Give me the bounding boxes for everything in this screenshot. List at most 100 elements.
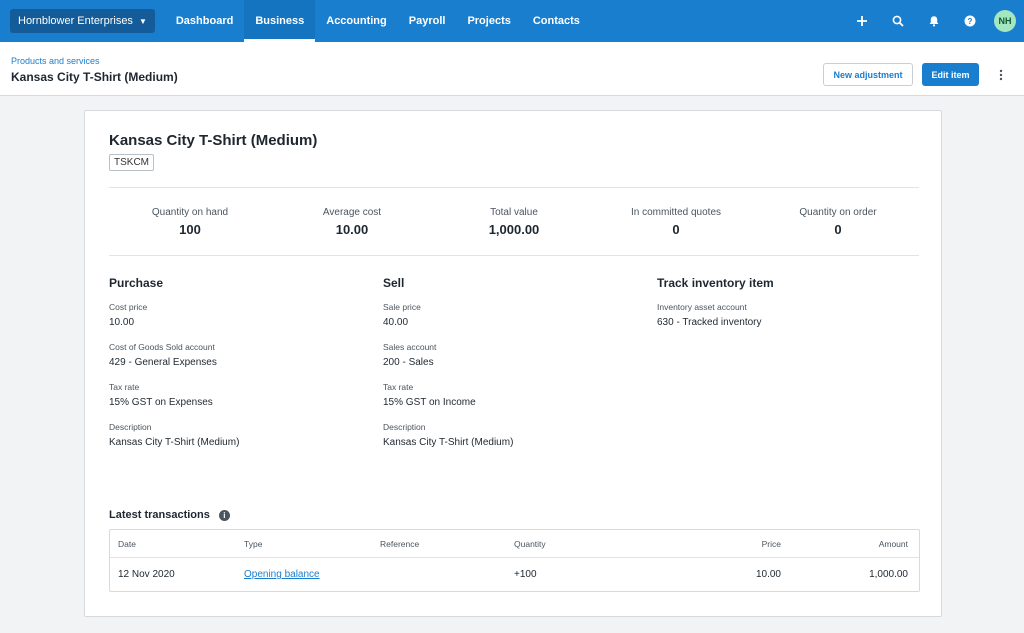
sell-section: Sell Sale price 40.00 Sales account 200 … [383,276,623,462]
edit-item-button[interactable]: Edit item [922,63,979,86]
info-icon[interactable]: i [218,509,230,521]
top-nav: Hornblower Enterprises ▼ Dashboard Busin… [0,0,1024,42]
cell-amount: 1,000.00 [869,569,908,580]
stat-value: 0 [672,222,680,237]
divider [109,255,919,256]
table-row: 12 Nov 2020 Opening balance +100 10.00 1… [110,558,919,591]
tab-label: Projects [467,15,511,27]
section-heading: Latest transactions [109,509,210,521]
opening-balance-link[interactable]: Opening balance [244,569,320,580]
field-value: Kansas City T-Shirt (Medium) [383,437,514,448]
divider [109,187,919,188]
stat-label: Quantity on hand [151,207,229,218]
section-heading: Sell [383,276,405,290]
field-sales-account: Sales account 200 - Sales [383,342,623,368]
nav-icons: ? NH [844,0,1016,42]
cell-date: 12 Nov 2020 [118,569,175,580]
field-value: Kansas City T-Shirt (Medium) [109,437,240,448]
transactions-table: Date Type Reference Quantity Price Amoun… [109,529,920,592]
stat-value: 1,000.00 [488,222,540,237]
bell-icon[interactable] [916,0,952,42]
field-value: 15% GST on Expenses [109,397,213,408]
tab-label: Payroll [408,15,446,27]
tab-dashboard[interactable]: Dashboard [165,0,244,42]
stat-value: 100 [179,222,201,237]
field-label: Description [109,422,152,432]
stat-label: Average cost [322,207,382,218]
tab-payroll[interactable]: Payroll [398,0,457,42]
field-label: Sale price [383,302,421,312]
field-value: 40.00 [383,317,409,328]
column-header-amount: Amount [878,538,908,549]
field-inventory-asset-account: Inventory asset account 630 - Tracked in… [657,302,897,328]
page-header: Products and services Kansas City T-Shir… [0,42,1024,96]
kebab-menu-icon[interactable] [992,64,1010,86]
field-label: Inventory asset account [657,302,747,312]
stat-committed-quotes: In committed quotes 0 [595,207,757,237]
breadcrumb[interactable]: Products and services [11,56,100,66]
stat-quantity-on-hand: Quantity on hand 100 [109,207,271,237]
field-value: 15% GST on Income [383,397,476,408]
field-value: 429 - General Expenses [109,357,217,368]
cell-type: Opening balance [244,569,380,580]
tab-contacts[interactable]: Contacts [522,0,591,42]
cell-price: 10.00 [755,569,781,580]
page-title: Kansas City T-Shirt (Medium) [11,70,178,84]
field-label: Tax rate [109,382,140,392]
field-sale-price: Sale price 40.00 [383,302,623,328]
org-switcher-button[interactable]: Hornblower Enterprises ▼ [10,9,155,33]
tab-label: Business [255,15,305,27]
org-name: Hornblower Enterprises [18,15,133,27]
field-value: 10.00 [109,317,135,328]
stat-value: 0 [834,222,842,237]
stat-quantity-on-order: Quantity on order 0 [757,207,919,237]
item-name: Kansas City T-Shirt (Medium) [109,132,318,149]
cell-quantity: +100 [514,569,537,580]
item-code-badge: TSKCM [109,154,154,171]
stats-row: Quantity on hand 100 Average cost 10.00 … [109,207,919,237]
field-purchase-tax-rate: Tax rate 15% GST on Expenses [109,382,349,408]
section-heading: Track inventory item [657,276,774,290]
field-label: Tax rate [383,382,414,392]
search-icon[interactable] [880,0,916,42]
column-header-quantity: Quantity [514,538,546,549]
field-label: Cost of Goods Sold account [109,342,215,352]
svg-text:?: ? [968,17,973,26]
purchase-section: Purchase Cost price 10.00 Cost of Goods … [109,276,349,462]
stat-label: In committed quotes [630,207,722,218]
tab-label: Accounting [326,15,387,27]
field-value: 200 - Sales [383,357,434,368]
field-purchase-description: Description Kansas City T-Shirt (Medium) [109,422,349,448]
column-header-reference: Reference [380,538,420,549]
stat-label: Total value [490,207,538,218]
nav-tabs: Dashboard Business Accounting Payroll Pr… [165,0,591,42]
tab-business[interactable]: Business [244,0,316,42]
latest-transactions-heading: Latest transactions i [109,509,230,521]
avatar-initials: NH [998,16,1012,26]
field-label: Cost price [109,302,148,312]
table-header-row: Date Type Reference Quantity Price Amoun… [110,530,919,558]
field-label: Sales account [383,342,437,352]
field-sell-tax-rate: Tax rate 15% GST on Income [383,382,623,408]
field-label: Description [383,422,426,432]
field-cogs-account: Cost of Goods Sold account 429 - General… [109,342,349,368]
field-sell-description: Description Kansas City T-Shirt (Medium) [383,422,623,448]
new-adjustment-button[interactable]: New adjustment [823,63,913,86]
help-icon[interactable]: ? [952,0,988,42]
item-detail-card: Kansas City T-Shirt (Medium) TSKCM Quant… [84,110,942,617]
track-inventory-section: Track inventory item Inventory asset acc… [657,276,897,342]
column-header-type: Type [244,538,263,549]
section-heading: Purchase [109,276,164,290]
stat-value: 10.00 [335,222,369,237]
tab-label: Dashboard [175,15,234,27]
plus-icon[interactable] [844,0,880,42]
stat-label: Quantity on order [799,207,877,218]
avatar[interactable]: NH [994,10,1016,32]
field-value: 630 - Tracked inventory [657,317,762,328]
field-cost-price: Cost price 10.00 [109,302,349,328]
column-header-date: Date [118,538,136,549]
tab-projects[interactable]: Projects [456,0,521,42]
tab-accounting[interactable]: Accounting [315,0,398,42]
stat-total-value: Total value 1,000.00 [433,207,595,237]
tab-label: Contacts [532,15,580,27]
